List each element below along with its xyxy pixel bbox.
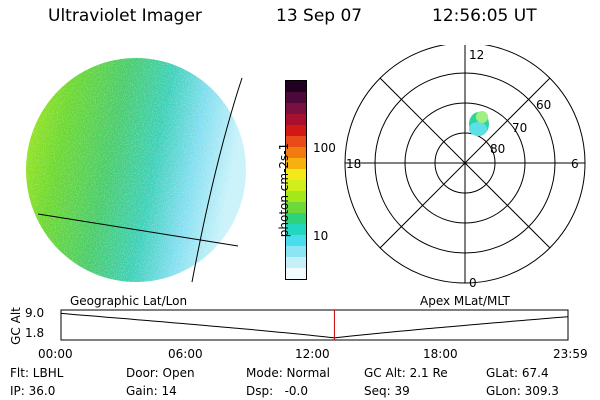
colorbar-segment	[286, 125, 306, 136]
ip-readout: IP: 36.0	[10, 384, 56, 398]
timeline-x-tick-1200: 12:00	[295, 347, 330, 361]
colorbar-segment	[286, 235, 306, 246]
colorbar-tick-100: 100	[313, 141, 336, 155]
polar-axis-diagonal-b	[379, 77, 551, 249]
lat-label-80: 80	[490, 142, 505, 156]
colorbar-segment	[286, 191, 306, 202]
lat-label-60: 60	[536, 98, 551, 112]
colorbar-segment	[286, 213, 306, 224]
timeline-plot	[60, 309, 569, 341]
colorbar-segment	[286, 169, 306, 180]
colorbar-segment	[286, 92, 306, 103]
altitude-curve	[60, 312, 569, 339]
timeline-frame	[60, 309, 569, 341]
glon-readout: GLon: 309.3	[486, 384, 559, 398]
timeline-x-tick-0600: 06:00	[168, 347, 203, 361]
timeline-y-tick-top: 9.0	[25, 306, 45, 320]
colorbar-segment	[286, 180, 306, 191]
gain-readout: Gain: 14	[126, 384, 177, 398]
colorbar-segment	[286, 81, 306, 92]
lat-label-70: 70	[512, 121, 527, 135]
uv-image-panel	[26, 58, 246, 283]
apex-label: Apex MLat/MLT	[420, 294, 510, 308]
mode-readout: Mode: Normal	[246, 366, 330, 380]
mlt-label-12: 12	[469, 48, 484, 62]
colorbar-unit-label: photon cm-2s-1	[277, 142, 291, 238]
mlt-label-6: 6	[571, 157, 579, 171]
colorbar-segment	[286, 103, 306, 114]
mlt-label-18: 18	[346, 157, 361, 171]
colorbar-segment	[286, 136, 306, 147]
latitude-line	[37, 213, 239, 247]
timeline-y-tick-bottom: 1.8	[25, 326, 45, 340]
colorbar-tick-10: 10	[313, 229, 329, 243]
timeline-y-label: GC Alt	[9, 307, 23, 345]
longitude-line	[191, 77, 243, 283]
aurora-blob-edge	[469, 122, 487, 136]
colorbar-segment	[286, 257, 306, 268]
intensity-colorbar	[285, 80, 307, 280]
timeline-x-tick-2359: 23:59	[553, 347, 588, 361]
seq-readout: Seq: 39	[364, 384, 410, 398]
aurora-blob-core	[476, 111, 488, 123]
filter-readout: Flt: LBHL	[10, 366, 64, 380]
polar-mlat-mlt-plot: 12 6 18 0 60 70 80	[344, 45, 586, 290]
colorbar-segment	[286, 147, 306, 158]
gc-alt-readout: GC Alt: 2.1 Re	[364, 366, 448, 380]
observation-time: 12:56:05 UT	[432, 6, 537, 26]
colorbar-segment	[286, 114, 306, 125]
colorbar-segment	[286, 224, 306, 235]
timeline-x-tick-1800: 18:00	[423, 347, 458, 361]
mlt-label-0: 0	[469, 276, 477, 290]
colorbar-segment	[286, 246, 306, 257]
glat-readout: GLat: 67.4	[486, 366, 549, 380]
door-readout: Door: Open	[126, 366, 195, 380]
dsp-readout: Dsp: -0.0	[246, 384, 309, 398]
colorbar-segment	[286, 268, 306, 279]
instrument-title: Ultraviolet Imager	[48, 6, 202, 26]
observation-date: 13 Sep 07	[276, 6, 363, 26]
uv-speckle-texture	[26, 58, 246, 282]
colorbar-segment	[286, 158, 306, 169]
timeline-x-tick-0000: 00:00	[38, 347, 73, 361]
geographic-label: Geographic Lat/Lon	[70, 294, 188, 308]
colorbar-segment	[286, 202, 306, 213]
